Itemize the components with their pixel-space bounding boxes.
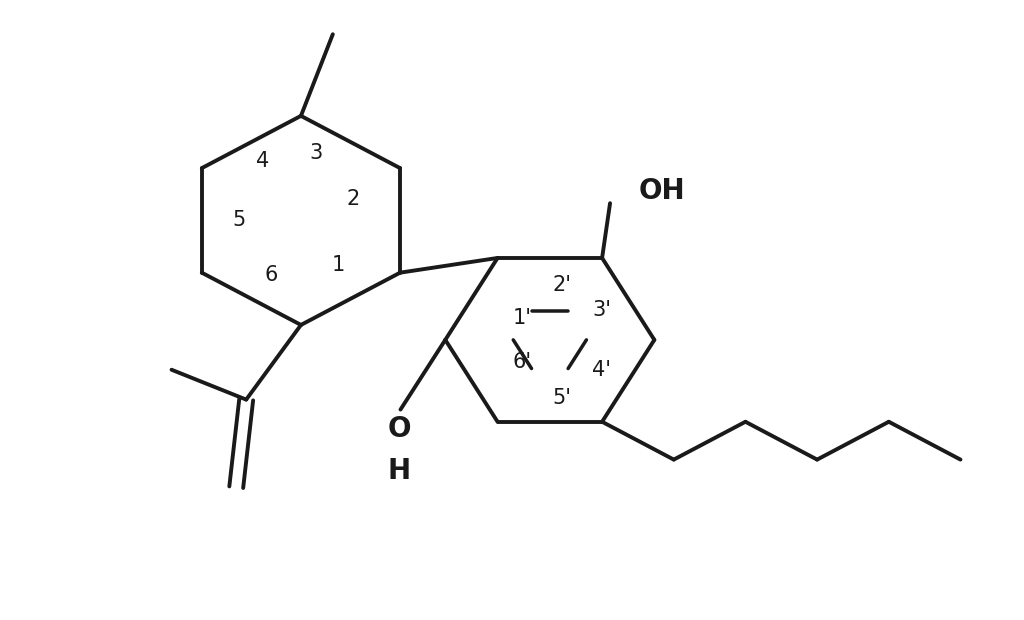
Text: 2': 2' <box>552 275 571 295</box>
Text: 4: 4 <box>256 151 269 170</box>
Text: 6': 6' <box>512 352 531 372</box>
Text: 2: 2 <box>346 188 359 208</box>
Text: 3: 3 <box>309 143 323 162</box>
Text: 6: 6 <box>264 265 278 285</box>
Text: OH: OH <box>639 177 685 205</box>
Text: H: H <box>388 458 411 485</box>
Text: 1: 1 <box>332 255 345 275</box>
Text: 1': 1' <box>512 308 531 328</box>
Text: 4': 4' <box>592 360 611 379</box>
Text: 5: 5 <box>232 210 246 231</box>
Text: 5': 5' <box>552 388 571 407</box>
Text: 3': 3' <box>592 300 611 320</box>
Text: O: O <box>388 415 412 443</box>
